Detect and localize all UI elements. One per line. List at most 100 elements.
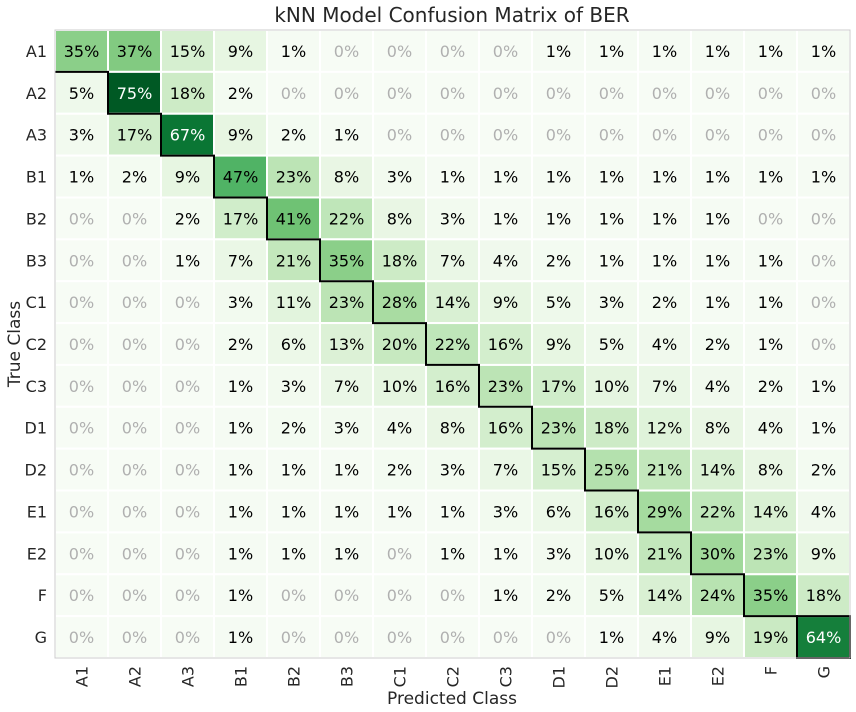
cell-value-label: 0%	[175, 586, 200, 605]
cell-value-label: 18%	[170, 84, 206, 103]
cell-value-label: 1%	[811, 168, 836, 187]
cell-value-label: 1%	[440, 544, 465, 563]
cell-value-label: 0%	[440, 126, 465, 145]
y-tick-label: E2	[27, 544, 47, 563]
cell-value-label: 0%	[811, 335, 836, 354]
cell-value-label: 2%	[281, 126, 306, 145]
cell-value-label: 9%	[175, 168, 200, 187]
x-tick-label: D2	[603, 666, 622, 689]
heatmap-cell	[637, 405, 692, 450]
cell-value-label: 16%	[594, 502, 630, 521]
x-tick-label: C2	[444, 666, 463, 687]
cell-value-label: 1%	[705, 42, 730, 61]
cell-value-label: 1%	[228, 502, 253, 521]
heatmap-cell	[160, 489, 215, 534]
heatmap-cell	[584, 363, 639, 408]
heatmap-cell	[743, 489, 798, 534]
heatmap-cell	[425, 280, 480, 325]
cell-value-label: 1%	[758, 251, 783, 270]
cell-value-label: 75%	[117, 84, 153, 103]
y-tick-label: D2	[25, 461, 48, 480]
heatmap-cell	[584, 573, 639, 618]
heatmap-cell	[637, 70, 692, 115]
cell-value-label: 1%	[228, 377, 253, 396]
cell-value-label: 1%	[440, 168, 465, 187]
cell-value-label: 0%	[493, 84, 518, 103]
cell-value-label: 0%	[440, 586, 465, 605]
diagonal-staircase-line	[55, 70, 850, 659]
heatmap-cell	[584, 322, 639, 366]
cell-value-label: 9%	[228, 126, 253, 145]
heatmap-cell	[54, 531, 109, 576]
cell-value-label: 0%	[652, 84, 677, 103]
cell-value-label: 0%	[175, 419, 200, 438]
cell-value-label: 3%	[599, 293, 624, 312]
cell-value-label: 25%	[594, 461, 630, 480]
y-tick-labels: A1 A2 A3 B1 B2 B3 C1 C2 C3 D1 D2 E1 E2 F G	[25, 42, 48, 647]
cell-value-label: 13%	[329, 335, 365, 354]
cell-value-label: 0%	[175, 628, 200, 647]
chart-title: kNN Model Confusion Matrix of BER	[274, 3, 629, 27]
cell-value-label: 4%	[493, 251, 518, 270]
x-tick-label: F	[762, 666, 781, 675]
heatmap-cell	[54, 154, 109, 199]
cell-value-label: 1%	[493, 168, 518, 187]
cell-value-label: 0%	[69, 419, 94, 438]
cell-value-label: 17%	[541, 377, 577, 396]
heatmap-cell	[160, 238, 215, 283]
cell-value-label: 0%	[758, 84, 783, 103]
x-tick-label: A1	[73, 666, 92, 687]
cell-value-label: 0%	[811, 209, 836, 228]
cell-value-label: 24%	[700, 586, 736, 605]
cell-value-label: 10%	[594, 544, 630, 563]
cell-value-label: 0%	[69, 251, 94, 270]
cell-value-label: 4%	[387, 419, 412, 438]
cell-value-label: 0%	[546, 126, 571, 145]
x-tick-label: C1	[391, 666, 410, 687]
heatmap-cell	[425, 531, 480, 576]
heatmap-cell	[160, 154, 215, 199]
cell-value-label: 1%	[758, 42, 783, 61]
x-tick-label: C3	[497, 666, 516, 687]
cell-value-label: 1%	[175, 251, 200, 270]
cell-value-label: 1%	[281, 42, 306, 61]
cell-value-label: 0%	[122, 209, 147, 228]
cell-value-label: 9%	[228, 42, 253, 61]
cell-value-label: 18%	[594, 419, 630, 438]
cell-value-label: 0%	[122, 544, 147, 563]
heatmap-cell	[796, 322, 851, 366]
cell-value-label: 9%	[493, 293, 518, 312]
cell-value-label: 9%	[546, 335, 571, 354]
heatmap-cell	[425, 29, 480, 73]
cell-value-label: 0%	[281, 586, 306, 605]
cell-value-label: 1%	[599, 168, 624, 187]
heatmap-cell	[637, 447, 692, 492]
cell-value-label: 14%	[647, 586, 683, 605]
cell-value-label: 16%	[488, 335, 524, 354]
cell-value-label: 1%	[546, 42, 571, 61]
cell-value-label: 3%	[546, 544, 571, 563]
cell-value-label: 9%	[705, 628, 730, 647]
heatmap-cell	[425, 196, 480, 241]
cell-value-label: 19%	[753, 628, 789, 647]
cell-value-label: 7%	[652, 377, 677, 396]
heatmap-cell	[54, 573, 109, 618]
cell-value-label: 0%	[69, 628, 94, 647]
heatmap-cell	[372, 573, 427, 618]
cell-value-label: 1%	[228, 586, 253, 605]
heatmap-cell	[54, 615, 109, 660]
y-tick-label: D1	[25, 419, 48, 438]
cell-value-label: 1%	[758, 293, 783, 312]
cell-value-label: 1%	[440, 502, 465, 521]
heatmap-cell	[637, 29, 692, 73]
heatmap-cell	[531, 405, 586, 450]
heatmap-cell	[743, 405, 798, 450]
heatmap-cell	[690, 238, 745, 283]
y-tick-label: A2	[26, 84, 47, 103]
cell-value-label: 0%	[811, 84, 836, 103]
cell-value-label: 2%	[758, 377, 783, 396]
cell-value-label: 4%	[811, 502, 836, 521]
heatmap-cell	[478, 154, 533, 199]
cell-value-label: 1%	[705, 251, 730, 270]
cell-value-label: 0%	[758, 126, 783, 145]
